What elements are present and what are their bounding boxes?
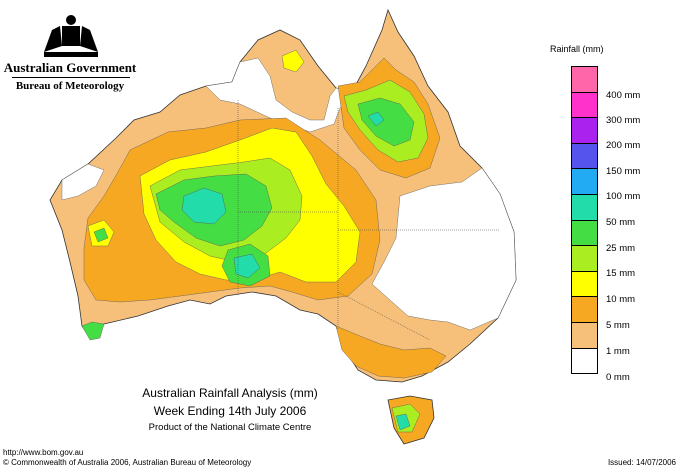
tasmania-rain-50mm [395, 413, 411, 431]
legend-swatch [571, 194, 598, 221]
coat-of-arms-icon [44, 15, 98, 57]
legend-title: Rainfall (mm) [550, 44, 604, 54]
legend-swatch [571, 220, 598, 247]
rain-10mm-north [281, 49, 305, 73]
rain-5mm-southeast [335, 325, 447, 379]
dry-region-north [205, 57, 353, 133]
legend-swatch [571, 246, 598, 272]
legend-swatch [571, 66, 598, 93]
rain-25mm-northeast [357, 97, 415, 147]
state-borders [237, 100, 500, 341]
rain-50mm [181, 187, 227, 225]
dry-region-west [61, 163, 105, 201]
rain-50mm-south [233, 253, 261, 279]
government-name: Australian Government [3, 60, 137, 75]
rain-50mm-northeast [367, 111, 385, 127]
rain-25mm-southwest [81, 321, 105, 341]
legend-swatch [571, 169, 598, 195]
issued-date: Issued: 14/07/2006 [607, 458, 676, 467]
legend-swatch [571, 297, 598, 323]
copyright-text: © Commonwealth of Australia 2006, Austra… [3, 458, 252, 467]
legend-swatch [571, 92, 598, 119]
legend-swatch [571, 271, 598, 298]
legend-swatch [571, 348, 598, 375]
rain-25mm-west [93, 227, 109, 243]
map-title: Australian Rainfall Analysis (mm) [142, 386, 318, 400]
legend-swatch [571, 322, 598, 349]
map-subtitle: Week Ending 14th July 2006 [153, 404, 307, 418]
dry-region-east [371, 167, 517, 331]
map-credit: Product of the National Climate Centre [148, 422, 312, 433]
legend-swatch [571, 143, 598, 170]
header-divider [12, 77, 130, 78]
website-link[interactable]: http://www.bom.gov.au [3, 448, 84, 457]
legend-swatch [571, 118, 598, 144]
bureau-name: Bureau of Meteorology [15, 80, 125, 92]
legend-scale [571, 66, 598, 375]
